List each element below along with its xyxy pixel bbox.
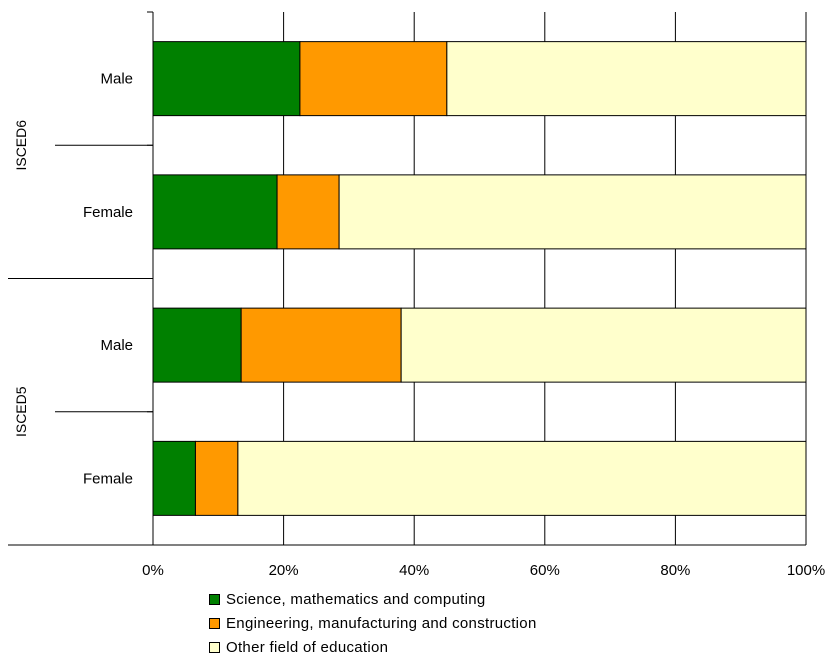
- legend-item: Science, mathematics and computing: [209, 587, 537, 611]
- x-tick-label: 0%: [142, 562, 164, 579]
- legend-label: Engineering, manufacturing and construct…: [226, 614, 537, 632]
- legend-item: Other field of education: [209, 635, 537, 659]
- legend-swatch: [209, 593, 220, 605]
- bar-segment: [240, 307, 402, 383]
- group-label: ISCED6: [13, 120, 29, 171]
- bar-segment: [237, 440, 807, 516]
- category-label: Male: [100, 71, 133, 88]
- group-label: ISCED5: [13, 386, 29, 437]
- bar-segment: [338, 174, 807, 250]
- axes: [8, 11, 806, 546]
- bars: [152, 41, 807, 516]
- labels: 0% 20% 40% 60% 80% 100% Male Female Male Female IS…: [13, 71, 825, 579]
- legend-label: Other field of education: [226, 638, 389, 656]
- x-tick-label: 80%: [660, 562, 690, 579]
- legend-swatch: [209, 617, 220, 629]
- bar-segment: [152, 41, 301, 117]
- legend-item: Engineering, manufacturing and construct…: [209, 611, 537, 635]
- legend-label: Science, mathematics and computing: [226, 590, 486, 608]
- bar-segment: [400, 307, 807, 383]
- x-tick-label: 60%: [530, 562, 560, 579]
- bar-segment: [299, 41, 448, 117]
- category-label: Female: [83, 204, 133, 221]
- category-label: Male: [100, 337, 133, 354]
- category-label: Female: [83, 470, 133, 487]
- bar-segment: [152, 307, 242, 383]
- legend-swatch: [209, 641, 220, 653]
- bar-segment: [276, 174, 340, 250]
- stacked-bar-chart: 0% 20% 40% 60% 80% 100% Male Female Male Female IS…: [8, 11, 825, 579]
- x-tick-label: 40%: [399, 562, 429, 579]
- x-tick-label: 100%: [787, 562, 825, 579]
- bar-segment: [152, 440, 196, 516]
- bar-segment: [446, 41, 807, 117]
- x-tick-label: 20%: [269, 562, 299, 579]
- bar-segment: [152, 174, 278, 250]
- bar-segment: [194, 440, 239, 516]
- legend: Science, mathematics and computing Engine…: [209, 587, 537, 659]
